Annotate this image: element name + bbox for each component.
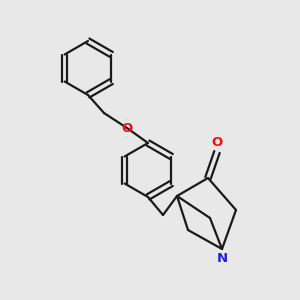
Text: N: N <box>216 251 228 265</box>
Text: O: O <box>122 122 133 134</box>
Text: O: O <box>212 136 223 149</box>
